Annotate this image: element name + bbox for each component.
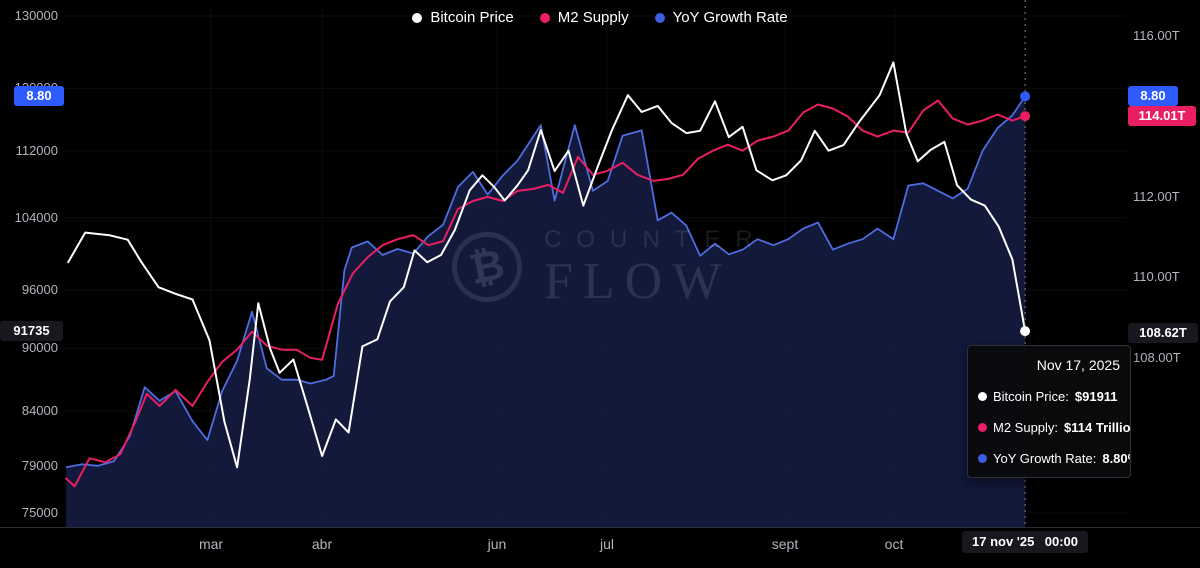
x-axis-tick-label: oct <box>884 536 904 552</box>
x-axis-tick-label: jul <box>599 536 615 552</box>
crosshair-clock: 00:00 <box>1044 534 1078 549</box>
series-color-dot <box>978 392 987 401</box>
tooltip-value: $114 Trillions <box>1064 420 1131 435</box>
y-axis-tick-label: 104000 <box>14 210 58 225</box>
m2-current-badge: 114.01T <box>1128 106 1196 126</box>
y-axis-tick-label: 75000 <box>21 505 58 520</box>
crosshair-tooltip: Nov 17, 2025 Bitcoin Price: $91911 M2 Su… <box>967 345 1131 478</box>
legend-color-dot <box>412 12 423 23</box>
series-color-dot <box>978 454 987 463</box>
y-axis-right[interactable]: 116.00T 112.00T 110.00T 108.00T <box>1128 0 1200 527</box>
y-axis-left[interactable]: 1300001200001120001040009600090000840007… <box>0 0 63 527</box>
y-axis-tick-label: 79000 <box>21 458 58 473</box>
tooltip-label: YoY Growth Rate: <box>993 451 1097 466</box>
bitcoin-price-last-value-marker <box>1020 326 1031 337</box>
legend-item-yoy-growth-rate[interactable]: YoY Growth Rate <box>654 9 788 26</box>
tooltip-row: YoY Growth Rate: 8.80% <box>978 451 1130 466</box>
tooltip-row: M2 Supply: $114 Trillions <box>978 420 1130 435</box>
tooltip-row: Bitcoin Price: $91911 <box>978 389 1120 404</box>
y-axis-tick-label: 108.00T <box>1133 350 1181 365</box>
yoy-current-badge-left: 8.80 <box>14 86 64 106</box>
yoy-growth-rate-line <box>65 95 1026 469</box>
crosshair-time-label: 17 nov '25 00:00 <box>962 531 1088 553</box>
chart-legend: Bitcoin Price M2 Supply YoY Growth Rate <box>0 9 1200 26</box>
yoy-growth-rate-area-fill <box>66 96 1026 528</box>
legend-label: M2 Supply <box>557 9 629 26</box>
y-axis-tick-label: 96000 <box>21 282 58 297</box>
legend-color-dot <box>539 12 550 23</box>
x-axis-tick-label: abr <box>311 536 333 552</box>
y-axis-tick-label: 112.00T <box>1133 189 1180 204</box>
crosshair-value-label: 108.62T <box>1128 323 1198 343</box>
tooltip-label: M2 Supply: <box>993 420 1059 435</box>
yoy-current-badge-right: 8.80 <box>1128 86 1178 106</box>
tooltip-label: Bitcoin Price: <box>993 389 1069 404</box>
bitcoin-price-line <box>67 61 1027 469</box>
legend-label: YoY Growth Rate <box>672 9 788 26</box>
y-axis-tick-label: 130000 <box>14 8 58 23</box>
x-axis-tick-label: mar <box>198 536 224 552</box>
legend-item-m2-supply[interactable]: M2 Supply <box>539 9 629 26</box>
legend-color-dot <box>654 12 665 23</box>
series-color-dot <box>978 423 987 432</box>
y-axis-tick-label: 110.00T <box>1133 269 1180 284</box>
tooltip-date: Nov 17, 2025 <box>1036 357 1120 373</box>
x-axis[interactable]: mar abr jun jul sept oct <box>0 527 1200 568</box>
crosshair-price-label: 91735 <box>0 321 63 341</box>
m2-supply-line <box>65 99 1027 488</box>
y-axis-tick-label: 90000 <box>21 340 58 355</box>
y-axis-tick-label: 84000 <box>21 403 58 418</box>
tooltip-value: 8.80% <box>1102 451 1130 466</box>
crosshair-date: 17 nov '25 <box>972 534 1035 549</box>
m2-supply-last-value-marker <box>1020 111 1031 122</box>
tooltip-value: $91911 <box>1074 389 1118 404</box>
legend-label: Bitcoin Price <box>430 9 514 26</box>
y-axis-tick-label: 116.00T <box>1133 28 1180 43</box>
legend-item-bitcoin-price[interactable]: Bitcoin Price <box>412 9 514 26</box>
yoy-growth-rate-last-value-marker <box>1020 91 1031 102</box>
x-axis-tick-label: sept <box>771 536 799 552</box>
y-axis-tick-label: 112000 <box>15 143 58 158</box>
x-axis-tick-label: jun <box>487 536 507 552</box>
